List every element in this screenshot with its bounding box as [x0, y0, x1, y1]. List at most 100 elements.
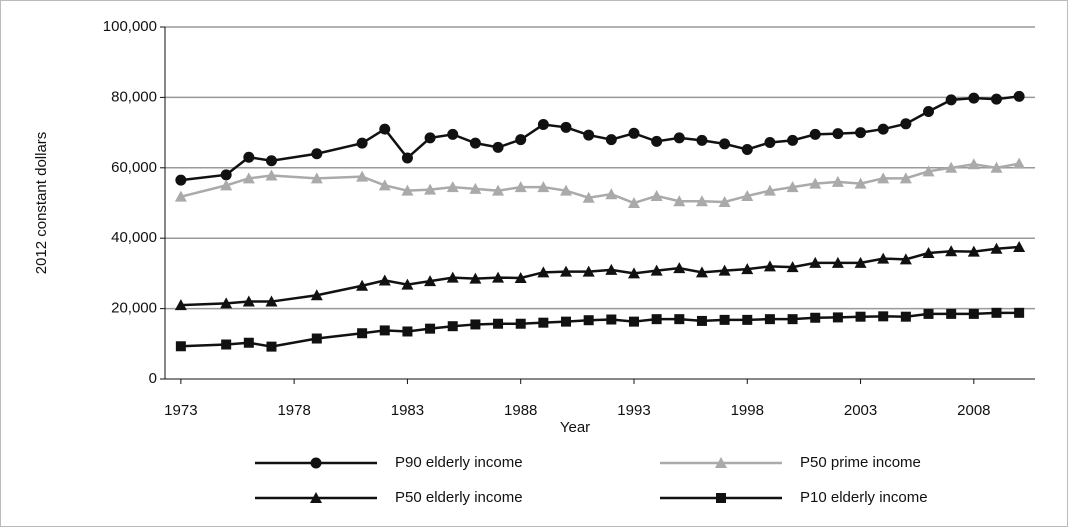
marker: [650, 189, 663, 201]
marker: [310, 289, 323, 301]
marker: [537, 181, 550, 193]
marker: [469, 272, 482, 284]
marker: [650, 264, 663, 276]
marker: [854, 177, 867, 189]
marker: [855, 127, 867, 139]
marker: [379, 325, 390, 336]
marker: [175, 174, 187, 186]
marker: [627, 197, 640, 208]
marker: [878, 311, 889, 322]
marker: [1014, 307, 1025, 318]
marker: [605, 188, 618, 200]
marker: [492, 271, 505, 283]
legend-label: P50 prime income: [800, 454, 921, 471]
marker: [378, 179, 391, 191]
marker: [220, 297, 233, 309]
marker: [515, 134, 527, 146]
marker: [605, 134, 617, 146]
marker: [787, 314, 798, 325]
marker: [561, 316, 572, 327]
marker: [605, 263, 618, 275]
marker: [265, 295, 278, 307]
marker: [786, 181, 799, 193]
marker: [945, 161, 958, 173]
marker: [968, 308, 979, 319]
marker: [265, 169, 278, 181]
marker: [265, 155, 277, 167]
marker: [220, 169, 232, 181]
marker: [855, 311, 866, 322]
marker: [583, 315, 594, 326]
marker: [673, 132, 685, 144]
marker: [764, 314, 775, 325]
marker: [831, 175, 844, 187]
series-line: [180, 311, 1020, 348]
marker: [266, 341, 277, 352]
x-tick-label: 1988: [504, 402, 537, 419]
marker: [787, 134, 799, 146]
marker: [991, 307, 1002, 318]
series-line: [180, 245, 1020, 307]
series-line: [180, 162, 1020, 205]
marker: [854, 256, 867, 268]
marker: [470, 319, 481, 330]
y-tick-label: 100,000: [103, 18, 157, 35]
marker: [718, 264, 731, 276]
marker: [674, 314, 685, 325]
marker: [719, 138, 731, 150]
marker: [922, 165, 935, 177]
marker: [537, 119, 549, 131]
marker: [899, 172, 912, 184]
marker: [741, 143, 753, 155]
marker: [469, 137, 481, 149]
marker: [764, 136, 776, 148]
marker: [899, 253, 912, 265]
marker: [809, 128, 821, 140]
marker: [809, 256, 822, 268]
marker: [582, 191, 595, 203]
marker: [809, 177, 822, 189]
marker: [606, 314, 617, 325]
marker: [493, 318, 504, 329]
marker: [627, 267, 640, 279]
marker: [469, 182, 482, 194]
marker: [651, 314, 662, 325]
marker: [447, 321, 458, 332]
marker: [945, 245, 958, 257]
marker: [673, 195, 686, 207]
x-tick-label: 1998: [731, 402, 764, 419]
marker: [356, 137, 368, 149]
marker: [1013, 157, 1026, 169]
x-axis-title: Year: [560, 419, 590, 436]
marker: [877, 172, 890, 184]
marker: [446, 181, 459, 193]
marker: [425, 323, 436, 334]
marker: [401, 184, 414, 196]
marker: [242, 172, 255, 184]
marker: [716, 493, 726, 503]
marker: [560, 121, 572, 133]
marker: [719, 314, 730, 325]
marker: [402, 326, 413, 337]
y-tick-label: 40,000: [111, 229, 157, 246]
marker: [900, 118, 912, 130]
y-tick-label: 20,000: [111, 300, 157, 317]
marker: [832, 312, 843, 323]
marker: [718, 195, 731, 207]
marker: [990, 161, 1003, 173]
marker: [877, 252, 890, 264]
marker: [220, 179, 233, 191]
y-axis-title: 2012 constant dollars: [33, 132, 50, 275]
marker: [357, 328, 368, 339]
marker: [515, 318, 526, 329]
marker: [424, 275, 437, 287]
marker: [446, 271, 459, 283]
marker: [628, 316, 639, 327]
marker: [514, 181, 527, 193]
marker: [492, 141, 504, 153]
marker: [877, 123, 889, 135]
marker: [560, 184, 573, 196]
marker: [401, 278, 414, 290]
marker: [967, 245, 980, 257]
